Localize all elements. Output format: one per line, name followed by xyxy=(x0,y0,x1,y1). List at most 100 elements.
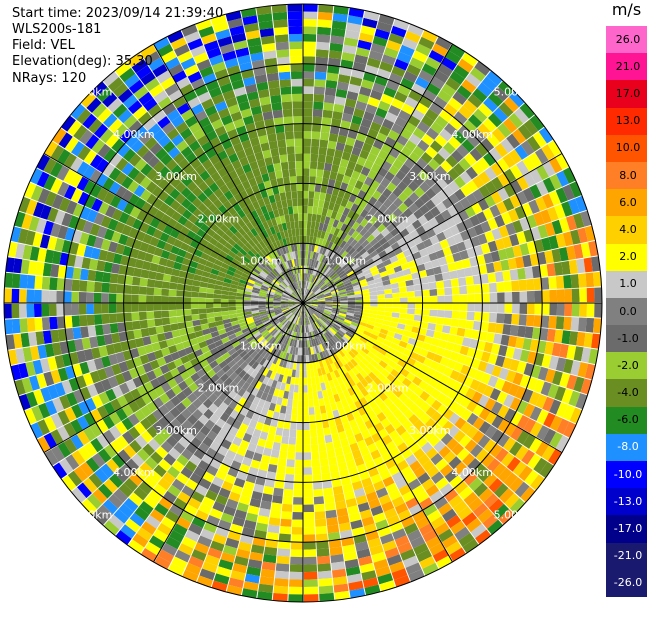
velocity-gate xyxy=(557,289,565,302)
velocity-gate xyxy=(296,161,303,169)
velocity-gate xyxy=(318,200,324,208)
range-ring-label: 2.00km xyxy=(198,382,240,395)
velocity-gate xyxy=(511,280,519,291)
velocity-gate xyxy=(49,291,57,304)
colorbar-tick-label: 26.0 xyxy=(610,34,646,46)
velocity-gate xyxy=(299,370,303,378)
velocity-gate xyxy=(318,154,326,162)
velocity-gate xyxy=(444,310,452,318)
velocity-gate xyxy=(295,460,303,468)
velocity-gate xyxy=(407,309,415,315)
velocity-gate xyxy=(184,309,192,315)
velocity-gate xyxy=(331,433,339,442)
velocity-gate xyxy=(527,303,535,314)
velocity-gate xyxy=(109,293,117,303)
velocity-gate xyxy=(64,291,72,303)
velocity-gate xyxy=(299,378,303,386)
velocity-gate xyxy=(519,280,527,291)
velocity-gate xyxy=(269,426,277,435)
velocity-gate xyxy=(563,317,571,331)
velocity-gate xyxy=(124,294,132,303)
velocity-gate xyxy=(443,280,451,288)
velocity-gate xyxy=(315,511,326,519)
velocity-gate xyxy=(303,19,317,27)
velocity-gate xyxy=(313,102,323,110)
velocity-gate xyxy=(303,139,311,147)
velocity-gate xyxy=(307,213,312,221)
velocity-gate xyxy=(295,377,299,385)
velocity-gate xyxy=(296,169,303,177)
velocity-gate xyxy=(206,298,214,303)
velocity-gate xyxy=(86,304,94,315)
velocity-gate xyxy=(287,199,293,207)
velocity-gate xyxy=(72,315,80,327)
velocity-gate xyxy=(587,288,595,302)
velocity-gate xyxy=(549,303,557,316)
velocity-gate xyxy=(557,303,565,316)
velocity-gate xyxy=(161,289,169,296)
velocity-gate xyxy=(520,291,528,302)
velocity-gate xyxy=(304,497,314,505)
velocity-gate xyxy=(296,363,300,371)
velocity-gate xyxy=(276,132,285,141)
velocity-gate xyxy=(315,184,322,192)
velocity-gate xyxy=(414,315,422,322)
velocity-gate xyxy=(475,303,483,312)
velocity-gate xyxy=(155,272,164,280)
velocity-gate xyxy=(311,444,319,452)
velocity-gate xyxy=(290,422,297,430)
velocity-gate xyxy=(449,270,458,279)
velocity-gate xyxy=(400,298,408,303)
velocity-gate xyxy=(295,146,303,154)
velocity-gate xyxy=(170,323,179,331)
velocity-gate xyxy=(587,303,595,317)
velocity-gate xyxy=(19,274,28,288)
velocity-gate xyxy=(315,519,326,527)
velocity-gate xyxy=(295,452,303,460)
velocity-gate xyxy=(286,192,292,200)
velocity-gate xyxy=(326,80,338,89)
velocity-gate xyxy=(459,311,467,320)
velocity-gate xyxy=(276,49,289,58)
velocity-gate xyxy=(422,309,430,316)
velocity-gate xyxy=(291,71,302,79)
velocity-gate xyxy=(293,505,303,513)
velocity-gate xyxy=(221,299,229,303)
velocity-gate xyxy=(287,146,295,154)
velocity-gate xyxy=(139,295,147,303)
velocity-gate xyxy=(280,154,288,162)
velocity-gate xyxy=(154,311,162,319)
velocity-gate xyxy=(26,289,34,303)
velocity-gate xyxy=(292,527,303,535)
velocity-gate xyxy=(192,280,200,287)
velocity-gate xyxy=(482,303,490,312)
velocity-gate xyxy=(512,303,520,314)
velocity-gate xyxy=(406,314,414,320)
velocity-gate xyxy=(162,281,170,289)
velocity-gate xyxy=(534,278,542,290)
velocity-gate xyxy=(289,572,303,580)
range-ring-label: 4.00km xyxy=(451,466,493,479)
velocity-gate xyxy=(176,303,184,309)
velocity-gate xyxy=(131,304,139,313)
velocity-gate xyxy=(270,148,279,157)
velocity-gate xyxy=(273,586,288,595)
velocity-gate xyxy=(318,563,332,572)
velocity-gate xyxy=(442,325,451,333)
velocity-gate xyxy=(578,318,587,332)
velocity-gate xyxy=(274,27,288,36)
velocity-gate xyxy=(300,243,303,251)
velocity-gate xyxy=(64,316,72,328)
velocity-gate xyxy=(318,12,333,21)
velocity-gate xyxy=(292,520,303,528)
velocity-gate xyxy=(296,176,302,184)
velocity-gate xyxy=(378,299,386,303)
velocity-gate xyxy=(303,206,308,214)
velocity-gate xyxy=(80,269,89,281)
velocity-gate xyxy=(326,517,338,526)
velocity-gate xyxy=(280,87,291,95)
velocity-gate xyxy=(87,281,95,292)
velocity-gate xyxy=(304,557,317,565)
velocity-gate xyxy=(318,436,326,444)
velocity-gate xyxy=(102,283,110,293)
